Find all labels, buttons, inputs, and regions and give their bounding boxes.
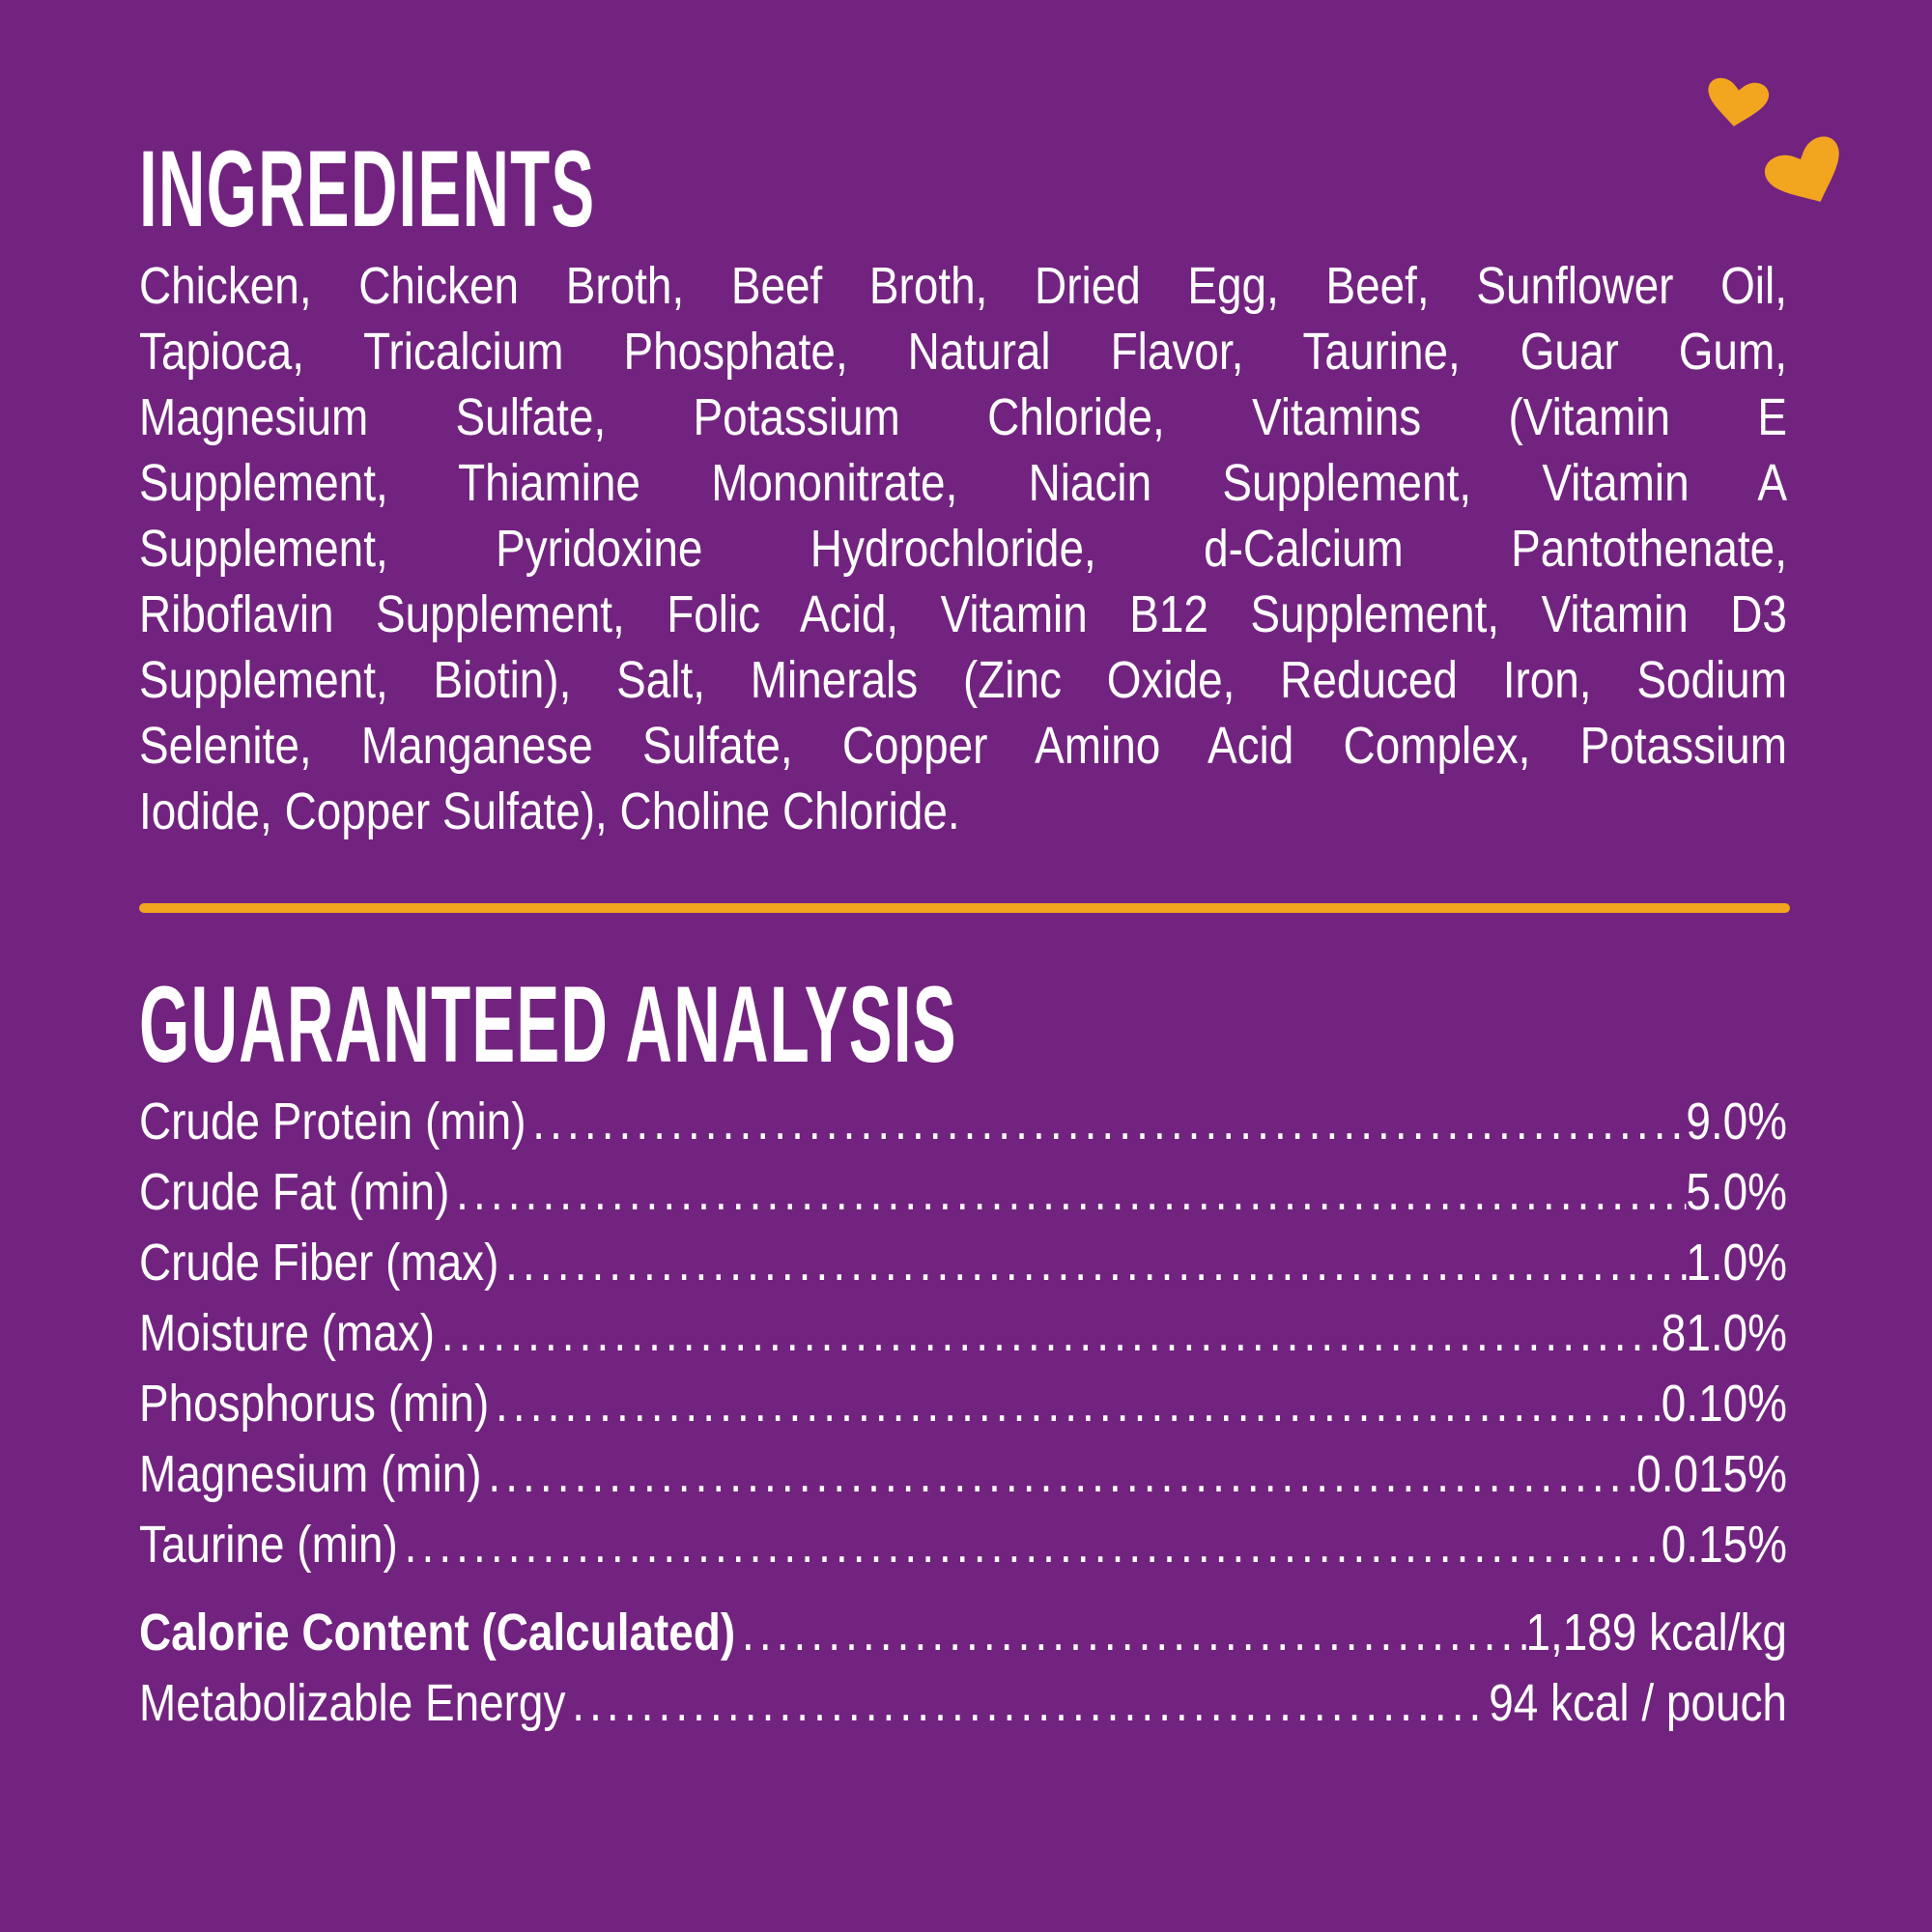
ingredients-line: Supplement, Biotin), Salt, Minerals (Zin… bbox=[139, 651, 1787, 709]
ingredients-line: Chicken, Chicken Broth, Beef Broth, Drie… bbox=[139, 257, 1787, 315]
ingredients-line: Selenite, Manganese Sulfate, Copper Amin… bbox=[139, 717, 1787, 775]
dot-leader: ........................................… bbox=[572, 1674, 1489, 1732]
guaranteed-analysis-table: Crude Protein (min).....................… bbox=[139, 1087, 1932, 1739]
row-value: 94 kcal / pouch bbox=[1489, 1674, 1787, 1732]
calorie-content-row: Calorie Content (Calculated)............… bbox=[139, 1598, 1787, 1668]
analysis-row: Taurine (min)...........................… bbox=[139, 1510, 1787, 1580]
row-value: 9.0% bbox=[1686, 1093, 1787, 1151]
ingredients-line: Supplement, Thiamine Mononitrate, Niacin… bbox=[139, 454, 1787, 512]
row-value: 0.10% bbox=[1661, 1375, 1787, 1433]
dot-leader: ........................................… bbox=[741, 1604, 1526, 1662]
ingredients-title: INGREDIENTS bbox=[139, 128, 596, 249]
row-label: Phosphorus (min) bbox=[139, 1375, 490, 1433]
dot-leader: ........................................… bbox=[532, 1093, 1686, 1151]
ingredients-line: Supplement, Pyridoxine Hydrochloride, d-… bbox=[139, 520, 1787, 578]
dot-leader: ........................................… bbox=[505, 1234, 1686, 1292]
ingredients-list: Chicken, Chicken Broth, Beef Broth, Drie… bbox=[139, 253, 1932, 844]
row-label: Crude Fiber (max) bbox=[139, 1234, 499, 1292]
row-value: 0.015% bbox=[1636, 1445, 1787, 1503]
hearts-decoration bbox=[1708, 77, 1839, 202]
analysis-row: Crude Fat (min).........................… bbox=[139, 1157, 1787, 1228]
row-value: 1,189 kcal/kg bbox=[1525, 1604, 1787, 1662]
guaranteed-analysis-title: GUARANTEED ANALYSIS bbox=[139, 964, 957, 1085]
row-value: 5.0% bbox=[1686, 1163, 1787, 1221]
row-label: Crude Protein (min) bbox=[139, 1093, 526, 1151]
row-value: 0.15% bbox=[1661, 1516, 1787, 1574]
analysis-row: Crude Fiber (max).......................… bbox=[139, 1228, 1787, 1298]
analysis-row: Phosphorus (min)........................… bbox=[139, 1369, 1787, 1439]
row-label: Magnesium (min) bbox=[139, 1445, 482, 1503]
row-label: Calorie Content (Calculated) bbox=[139, 1604, 736, 1662]
dot-leader: ........................................… bbox=[440, 1304, 1662, 1362]
dot-leader: ........................................… bbox=[456, 1163, 1686, 1221]
row-label: Metabolizable Energy bbox=[139, 1674, 566, 1732]
analysis-row: Moisture (max)..........................… bbox=[139, 1298, 1787, 1369]
section-divider bbox=[139, 903, 1790, 913]
metabolizable-energy-row: Metabolizable Energy....................… bbox=[139, 1668, 1787, 1739]
row-label: Crude Fat (min) bbox=[139, 1163, 450, 1221]
ingredients-line: Magnesium Sulfate, Potassium Chloride, V… bbox=[139, 388, 1787, 446]
row-label: Moisture (max) bbox=[139, 1304, 436, 1362]
ingredients-line: Iodide, Copper Sulfate), Choline Chlorid… bbox=[139, 782, 960, 840]
ingredients-line: Riboflavin Supplement, Folic Acid, Vitam… bbox=[139, 585, 1787, 643]
row-label: Taurine (min) bbox=[139, 1516, 398, 1574]
dot-leader: ........................................… bbox=[488, 1445, 1636, 1503]
analysis-row: Crude Protein (min).....................… bbox=[139, 1087, 1787, 1157]
ingredients-line: Tapioca, Tricalcium Phosphate, Natural F… bbox=[139, 323, 1787, 381]
heart-icon bbox=[1708, 77, 1769, 127]
row-value: 81.0% bbox=[1661, 1304, 1787, 1362]
row-value: 1.0% bbox=[1686, 1234, 1787, 1292]
dot-leader: ........................................… bbox=[496, 1375, 1662, 1433]
heart-icon bbox=[1764, 136, 1839, 202]
dot-leader: ........................................… bbox=[404, 1516, 1662, 1574]
analysis-row: Magnesium (min).........................… bbox=[139, 1439, 1787, 1510]
